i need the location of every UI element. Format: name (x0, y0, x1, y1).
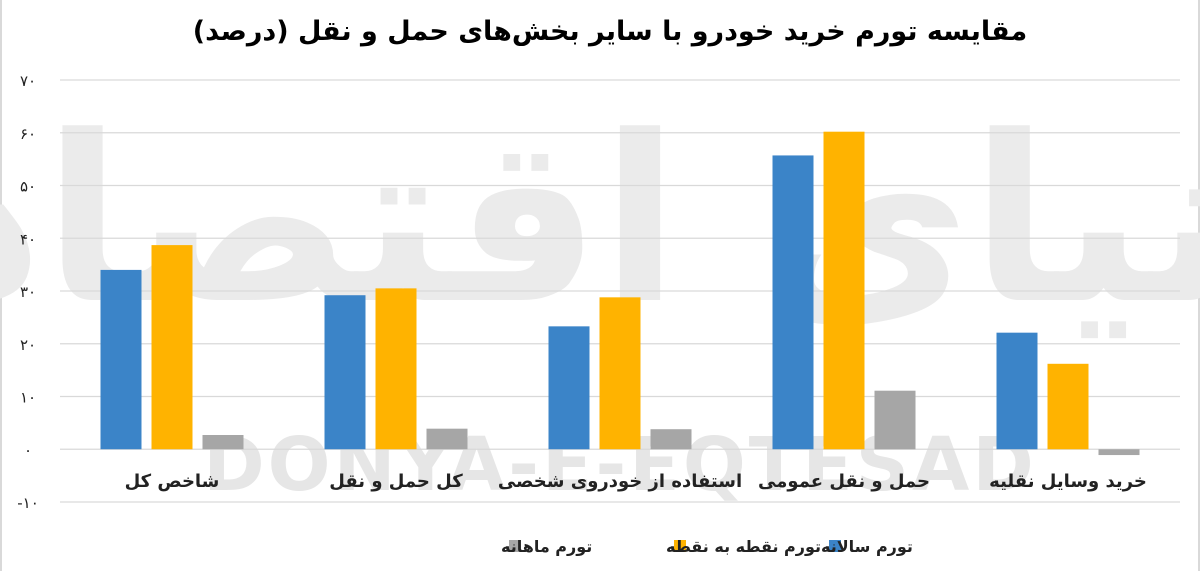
x-category-label: کل حمل و نقل (329, 471, 463, 492)
bar (650, 429, 692, 450)
y-tick-label: ۵۰ (20, 178, 36, 196)
bar (151, 245, 193, 450)
bar (202, 435, 244, 450)
legend-swatch (829, 540, 841, 552)
y-tick-label: ۳۰ (20, 283, 36, 301)
y-tick-label: ۴۰ (20, 230, 36, 248)
bar (996, 332, 1038, 450)
y-tick-label: ۶۰ (20, 125, 36, 143)
bar (772, 155, 814, 450)
x-axis-labels: شاخص کل کل حمل و نقل استفاده از خودروی شخص… (125, 471, 1147, 492)
x-category-label: خرید وسایل نقلیه (989, 471, 1147, 492)
bar (375, 288, 417, 450)
bars (100, 131, 1140, 456)
bar (874, 390, 916, 450)
y-tick-label: ۰ (24, 441, 32, 459)
legend-label: تورم سالانه (821, 537, 913, 556)
bar (1098, 449, 1140, 456)
x-category-label: شاخص کل (125, 471, 220, 492)
legend-label: تورم ماهانه (501, 537, 592, 556)
y-tick-label: -۱۰ (17, 494, 39, 512)
bar (100, 269, 142, 450)
bar (426, 428, 468, 450)
chart-title: مقایسه تورم خرید خودرو با سایر بخش‌های ح… (193, 16, 1027, 47)
legend-swatch (674, 540, 686, 552)
x-category-label: استفاده از خودروی شخصی (498, 471, 742, 492)
bar (823, 131, 865, 450)
bar (548, 326, 590, 450)
right-border (1198, 0, 1200, 571)
bar (324, 295, 366, 450)
legend-swatch (509, 540, 521, 552)
y-axis-ticks: -۱۰ ۰ ۱۰ ۲۰ ۳۰ ۴۰ ۵۰ ۶۰ ۷۰ (17, 72, 39, 512)
bar (599, 297, 641, 450)
legend-label: تورم نقطه به نقطه (666, 537, 821, 556)
x-category-label: حمل و نقل عمومی (758, 471, 930, 492)
y-tick-label: ۱۰ (20, 389, 36, 407)
bar (1047, 363, 1089, 450)
y-tick-label: ۷۰ (20, 72, 36, 90)
left-border (0, 0, 2, 571)
y-tick-label: ۲۰ (20, 336, 36, 354)
